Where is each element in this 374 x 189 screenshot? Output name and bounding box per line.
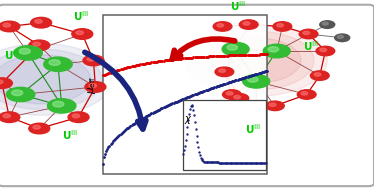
Circle shape xyxy=(222,42,249,56)
Text: U$^{\mathsf{III}}$: U$^{\mathsf{III}}$ xyxy=(4,49,20,62)
Circle shape xyxy=(0,55,91,104)
Circle shape xyxy=(310,71,329,80)
Circle shape xyxy=(0,78,12,88)
Circle shape xyxy=(44,57,72,71)
Text: U$^{\mathsf{III}}$: U$^{\mathsf{III}}$ xyxy=(303,39,319,53)
Circle shape xyxy=(219,69,226,72)
Circle shape xyxy=(198,31,314,90)
Circle shape xyxy=(31,17,52,28)
Circle shape xyxy=(0,80,3,84)
Circle shape xyxy=(0,43,113,115)
Circle shape xyxy=(337,35,343,38)
Circle shape xyxy=(72,29,93,39)
Text: U$^{\mathsf{III}}$: U$^{\mathsf{III}}$ xyxy=(230,0,246,13)
Circle shape xyxy=(322,22,328,25)
Circle shape xyxy=(33,42,40,46)
Circle shape xyxy=(0,49,102,110)
Circle shape xyxy=(0,112,20,122)
Circle shape xyxy=(6,87,35,102)
Circle shape xyxy=(269,103,276,106)
Circle shape xyxy=(47,99,76,113)
Circle shape xyxy=(247,103,266,112)
Circle shape xyxy=(83,55,104,66)
Circle shape xyxy=(33,125,40,129)
Circle shape xyxy=(268,47,279,52)
Circle shape xyxy=(29,123,50,134)
Circle shape xyxy=(301,92,308,95)
Circle shape xyxy=(49,60,60,65)
Text: U$^{\mathsf{III}}$: U$^{\mathsf{III}}$ xyxy=(245,122,261,136)
Circle shape xyxy=(314,73,321,76)
Circle shape xyxy=(217,24,224,27)
Circle shape xyxy=(89,84,96,88)
FancyBboxPatch shape xyxy=(183,100,266,170)
Circle shape xyxy=(320,21,335,28)
Circle shape xyxy=(3,114,10,118)
Circle shape xyxy=(85,82,106,92)
Circle shape xyxy=(223,90,241,99)
Circle shape xyxy=(266,101,284,111)
Circle shape xyxy=(243,74,270,88)
FancyBboxPatch shape xyxy=(103,15,267,174)
Circle shape xyxy=(248,77,258,82)
Circle shape xyxy=(263,44,290,58)
Text: $\mu_{\mathsf{eff}}$: $\mu_{\mathsf{eff}}$ xyxy=(86,76,98,94)
Circle shape xyxy=(185,25,327,96)
Circle shape xyxy=(14,46,42,60)
Circle shape xyxy=(234,95,240,99)
Circle shape xyxy=(68,112,89,122)
Circle shape xyxy=(230,94,249,103)
Circle shape xyxy=(226,92,233,95)
Circle shape xyxy=(243,22,250,25)
Circle shape xyxy=(251,105,257,108)
Circle shape xyxy=(239,20,258,29)
Circle shape xyxy=(215,67,234,77)
Circle shape xyxy=(19,48,30,54)
FancyArrowPatch shape xyxy=(85,52,146,129)
Text: U$^{\mathsf{III}}$: U$^{\mathsf{III}}$ xyxy=(62,128,78,142)
Circle shape xyxy=(213,22,232,31)
Circle shape xyxy=(277,24,283,27)
FancyArrowPatch shape xyxy=(172,39,235,59)
Circle shape xyxy=(303,31,310,35)
Circle shape xyxy=(320,48,327,52)
Circle shape xyxy=(29,40,50,51)
Circle shape xyxy=(273,22,292,31)
Circle shape xyxy=(35,19,42,23)
Circle shape xyxy=(0,21,20,32)
Circle shape xyxy=(76,31,83,35)
Circle shape xyxy=(87,57,95,61)
Circle shape xyxy=(299,29,318,39)
Circle shape xyxy=(3,23,10,27)
Circle shape xyxy=(227,45,237,50)
FancyBboxPatch shape xyxy=(0,5,374,186)
Circle shape xyxy=(316,46,335,56)
Text: U$^{\mathsf{III}}$: U$^{\mathsf{III}}$ xyxy=(73,9,89,23)
Circle shape xyxy=(211,38,301,83)
Circle shape xyxy=(12,90,23,96)
Circle shape xyxy=(335,34,350,42)
Circle shape xyxy=(53,101,64,107)
Text: $\chi$: $\chi$ xyxy=(184,114,193,126)
Circle shape xyxy=(72,114,80,118)
Circle shape xyxy=(297,90,316,99)
